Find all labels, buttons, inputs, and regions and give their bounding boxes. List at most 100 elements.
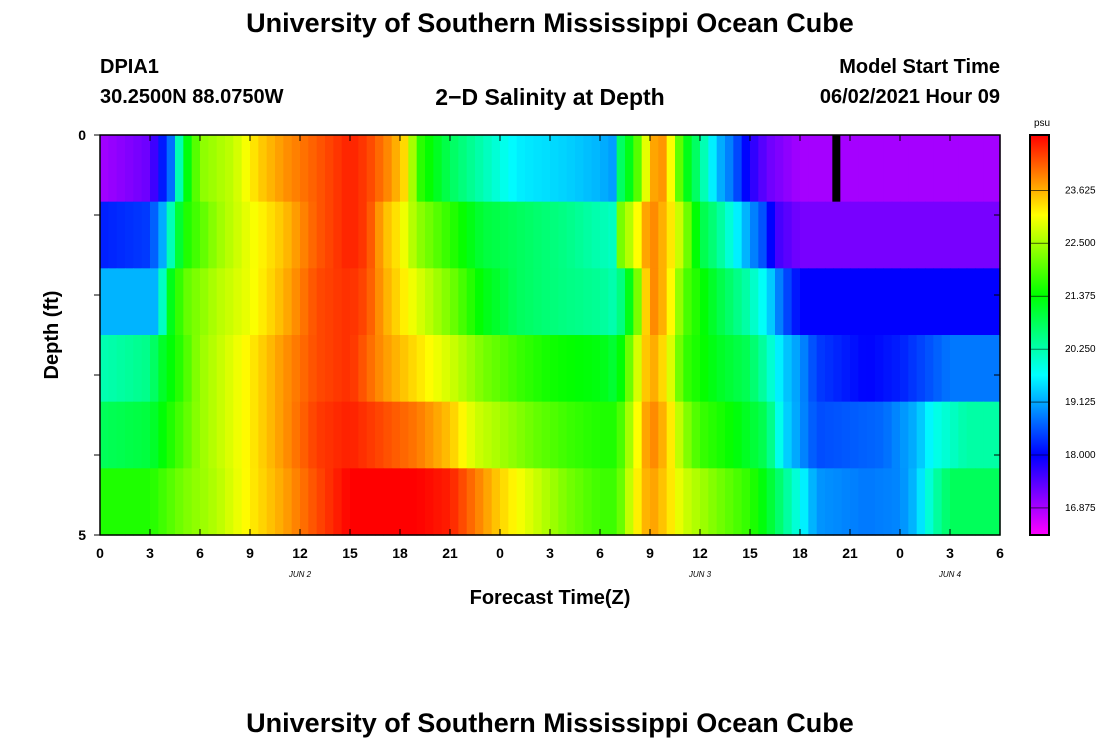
heatmap-cell [950, 468, 959, 536]
heatmap-cell [333, 468, 343, 536]
heatmap-cell [641, 335, 651, 403]
heatmap-cell [750, 135, 759, 203]
heatmap-cell [441, 468, 451, 536]
heatmap-cell [525, 335, 534, 403]
heatmap-cell [150, 401, 159, 469]
x-tick-label: 9 [246, 545, 254, 561]
heatmap-cell [616, 401, 626, 469]
heatmap-cell [108, 201, 118, 269]
heatmap-cell [858, 401, 868, 469]
heatmap-cell [633, 401, 643, 469]
heatmap-cell [600, 135, 609, 203]
heatmap-cell [250, 401, 259, 469]
heatmap-cell [158, 268, 168, 336]
heatmap-cell [575, 201, 584, 269]
heatmap-cell [583, 401, 593, 469]
heatmap-cell [266, 335, 276, 403]
heatmap-cell [200, 268, 209, 336]
heatmap-cell [150, 468, 159, 536]
heatmap-cell [183, 135, 193, 203]
heatmap-cell [975, 268, 984, 336]
heatmap-cell [700, 335, 709, 403]
x-tick-label: 21 [842, 545, 858, 561]
heatmap-cell [816, 268, 826, 336]
heatmap-cell [916, 335, 926, 403]
heatmap-cell [183, 201, 193, 269]
heatmap-cell [725, 268, 734, 336]
heatmap-cell [833, 335, 843, 403]
heatmap-cell [175, 135, 184, 203]
heatmap-cell [750, 335, 759, 403]
heatmap-cell [108, 135, 118, 203]
x-tick-label: 9 [646, 545, 654, 561]
heatmap-cell [125, 135, 134, 203]
heatmap-cell [633, 201, 643, 269]
y-axis-label: Depth (ft) [41, 291, 63, 380]
heatmap-cell [350, 201, 359, 269]
heatmap-cell [833, 201, 843, 269]
heatmap-cell [166, 468, 176, 536]
heatmap-cell [133, 201, 143, 269]
heatmap-cell [991, 468, 1001, 536]
heatmap-cell [575, 468, 584, 536]
heatmap-cell [825, 135, 834, 203]
heatmap-cell [458, 335, 468, 403]
heatmap-cell [291, 268, 301, 336]
heatmap-cell [391, 135, 401, 203]
heatmap-cell [816, 201, 826, 269]
heatmap-cell [983, 135, 993, 203]
heatmap-cell [941, 201, 951, 269]
heatmap-cell [183, 268, 193, 336]
heatmap-cell [900, 468, 909, 536]
heatmap-cell [900, 268, 909, 336]
heatmap-cell [391, 268, 401, 336]
heatmap-cell [266, 135, 276, 203]
heatmap-cell [491, 401, 501, 469]
heatmap-cell [591, 268, 601, 336]
heatmap-cell [866, 135, 876, 203]
heatmap-cell [175, 268, 184, 336]
heatmap-cell [866, 468, 876, 536]
heatmap-cell [341, 468, 351, 536]
heatmap-cell [116, 468, 126, 536]
heatmap-cell [950, 335, 959, 403]
heatmap-cell [516, 401, 526, 469]
heatmap-cell [241, 201, 251, 269]
heatmap-cell [658, 268, 668, 336]
heatmap-cell [341, 135, 351, 203]
heatmap-cell [491, 135, 501, 203]
heatmap-cell [350, 135, 359, 203]
heatmap-cell [708, 268, 718, 336]
heatmap-cell [883, 335, 893, 403]
heatmap-cell [341, 201, 351, 269]
heatmap-cell [366, 468, 376, 536]
colorbar-tick-label: 20.250 [1065, 344, 1096, 355]
heatmap-cell [966, 468, 976, 536]
heatmap-cell [483, 268, 493, 336]
heatmap-cell [125, 201, 134, 269]
heatmap-cell [375, 268, 384, 336]
heatmap-cell [608, 201, 618, 269]
heatmap-cell [958, 401, 968, 469]
heatmap-cell [775, 135, 784, 203]
heatmap-cell [691, 468, 701, 536]
heatmap-cell [550, 468, 559, 536]
heatmap-cell [225, 135, 234, 203]
heatmap-cell [300, 268, 309, 336]
heatmap-cell [725, 468, 734, 536]
heatmap-cell [225, 401, 234, 469]
heatmap-cell [583, 335, 593, 403]
heatmap-cell [808, 201, 818, 269]
heatmap-cell [383, 335, 393, 403]
heatmap-cell [300, 401, 309, 469]
heatmap-cell [216, 468, 226, 536]
heatmap-cell [541, 268, 551, 336]
heatmap-cell [541, 201, 551, 269]
heatmap-cell [158, 135, 168, 203]
heatmap-cell [550, 401, 559, 469]
heatmap-cell [233, 468, 243, 536]
heatmap-cell [733, 201, 743, 269]
heatmap-cell [800, 335, 809, 403]
heatmap-cell [216, 335, 226, 403]
heatmap-cell [133, 401, 143, 469]
